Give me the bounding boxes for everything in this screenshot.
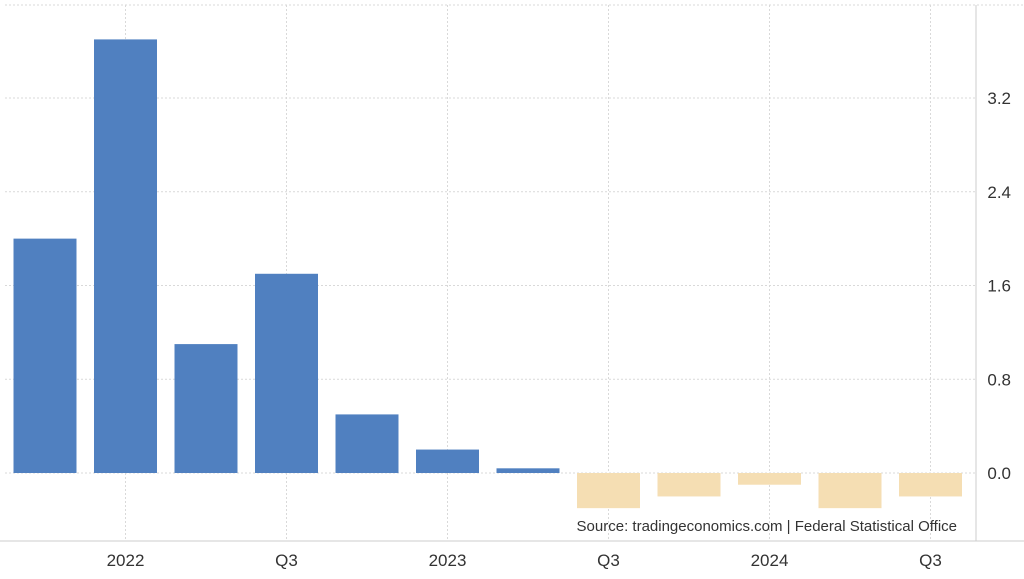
x-tick-label: Q3 [597, 551, 620, 570]
y-tick-label: 0.0 [987, 464, 1011, 483]
bars-layer [13, 39, 962, 509]
bar-2023-q2 [496, 468, 560, 473]
y-axis-tick-labels: 0.0 0.8 1.6 2.4 3.2 [987, 89, 1011, 483]
y-tick-label: 0.8 [987, 370, 1011, 389]
bar-2023-q4 [657, 473, 721, 497]
x-tick-label: 2022 [107, 551, 145, 570]
x-tick-label: 2023 [429, 551, 467, 570]
bar-2024-q1 [738, 473, 801, 485]
x-tick-label: Q3 [275, 551, 298, 570]
grid-layer [5, 4, 1024, 541]
bar-2021-q4 [13, 238, 77, 473]
y-tick-label: 3.2 [987, 89, 1011, 108]
x-axis-tick-labels: 2022 Q3 2023 Q3 2024 Q3 [107, 551, 942, 570]
source-label: Source: tradingeconomics.com | Federal S… [577, 518, 957, 535]
x-tick-label: Q3 [919, 551, 942, 570]
bar-2022-q2 [174, 344, 238, 473]
bar-2024-q2 [818, 473, 882, 509]
bar-2022-q3 [255, 273, 318, 473]
bar-2022-q1 [94, 39, 157, 473]
bar-2023-q1 [416, 449, 479, 473]
y-tick-label: 1.6 [987, 277, 1011, 296]
bar-2024-q3 [899, 473, 962, 497]
x-tick-label: 2024 [751, 551, 789, 570]
y-tick-label: 2.4 [987, 183, 1011, 202]
bar-2023-q3 [577, 473, 640, 509]
bar-2022-q4 [335, 414, 399, 473]
